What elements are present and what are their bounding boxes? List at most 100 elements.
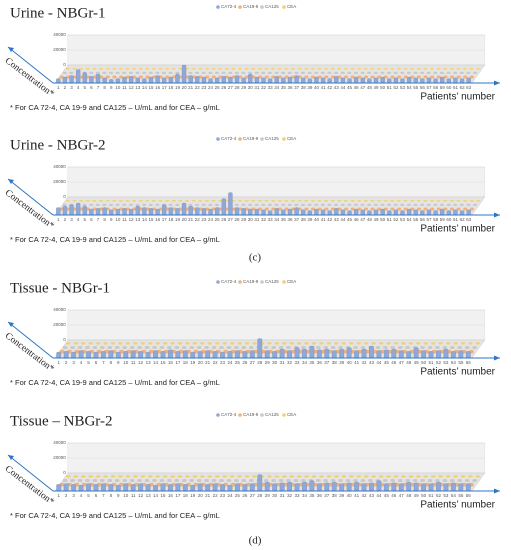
- bar: [410, 207, 415, 211]
- arrow: [494, 355, 500, 361]
- bar: [271, 68, 276, 70]
- bar: [198, 68, 203, 70]
- bar: [284, 200, 289, 202]
- bar: [267, 203, 272, 206]
- bar: [254, 208, 260, 216]
- bar: [456, 200, 461, 202]
- x-tick-label: 13: [146, 493, 152, 498]
- bar: [229, 475, 235, 478]
- bar: [168, 71, 173, 74]
- x-tick-label: 11: [131, 360, 136, 365]
- bar: [172, 207, 177, 211]
- bar: [107, 479, 113, 482]
- bar: [390, 75, 395, 79]
- bar: [453, 203, 458, 206]
- x-tick-label: 23: [201, 217, 207, 222]
- bar: [168, 203, 173, 206]
- bar: [476, 200, 481, 202]
- bar: [357, 75, 362, 79]
- bar: [228, 76, 233, 84]
- bar: [423, 207, 428, 211]
- bar: [119, 75, 124, 79]
- bar: [457, 479, 463, 482]
- x-tick-label: 17: [162, 217, 168, 222]
- bar: [391, 348, 397, 359]
- bar: [324, 75, 329, 79]
- bar: [360, 346, 366, 349]
- x-tick-label: 47: [399, 360, 405, 365]
- bar: [165, 200, 170, 202]
- x-tick-label: 6: [95, 493, 98, 498]
- x-tick-label: 63: [466, 217, 472, 222]
- x-tick-label: 19: [175, 217, 181, 222]
- bar: [204, 346, 209, 349]
- x-tick-label: 13: [146, 360, 152, 365]
- bar: [148, 76, 154, 84]
- x-tick-label: 34: [274, 217, 280, 222]
- legend-label: CA125: [265, 279, 279, 284]
- bar: [225, 75, 229, 79]
- bar: [69, 75, 74, 84]
- bar: [354, 208, 359, 216]
- x-tick-label: 26: [242, 493, 248, 498]
- bar: [413, 203, 418, 206]
- bar: [59, 207, 64, 211]
- bar: [426, 71, 431, 74]
- bar: [453, 342, 458, 345]
- x-tick-label: 35: [281, 85, 287, 90]
- bar: [73, 475, 79, 478]
- bar: [272, 483, 278, 492]
- bar: [92, 200, 97, 202]
- bar: [416, 68, 421, 70]
- x-tick-label: 42: [362, 360, 368, 365]
- bar: [254, 203, 259, 206]
- bar: [107, 346, 113, 349]
- bar: [63, 483, 69, 492]
- legend-swatch: [282, 413, 286, 417]
- bar: [115, 351, 121, 359]
- bar: [284, 75, 289, 79]
- x-tick-label: 19: [190, 360, 196, 365]
- bar: [334, 475, 339, 478]
- bar: [450, 351, 456, 359]
- bar: [297, 207, 302, 211]
- x-tick-label: 6: [90, 217, 93, 222]
- x-tick-label: 44: [340, 85, 346, 90]
- x-tick-label: 10: [115, 217, 121, 222]
- bar: [361, 348, 367, 359]
- bar: [182, 346, 187, 349]
- bar: [79, 75, 84, 79]
- bar: [109, 209, 114, 216]
- x-tick-label: 39: [339, 493, 345, 498]
- bar: [252, 475, 257, 478]
- bar: [346, 482, 352, 492]
- bar: [427, 346, 433, 349]
- bar: [413, 347, 419, 359]
- bar: [152, 207, 157, 211]
- x-tick-label: 42: [327, 85, 333, 90]
- bar: [309, 480, 315, 492]
- x-tick-label: 44: [376, 493, 382, 498]
- bar: [207, 475, 213, 478]
- bar: [406, 481, 412, 492]
- bar: [95, 475, 101, 478]
- x-tick-label: 58: [433, 85, 439, 90]
- bar: [396, 200, 401, 202]
- x-tick-label: 33: [268, 217, 274, 222]
- bar: [430, 75, 435, 79]
- x-tick-label: 56: [466, 360, 472, 365]
- bar: [158, 75, 163, 79]
- bar: [79, 68, 84, 70]
- bar: [314, 71, 319, 74]
- bar: [286, 346, 291, 349]
- bar: [178, 200, 183, 202]
- bar: [251, 68, 256, 70]
- bar: [274, 342, 280, 345]
- bar: [145, 68, 150, 70]
- x-tick-label: 16: [155, 217, 161, 222]
- bar: [340, 71, 345, 74]
- bar: [102, 203, 107, 206]
- bar: [95, 203, 100, 206]
- bar: [118, 475, 123, 478]
- x-tick-label: 26: [221, 85, 227, 90]
